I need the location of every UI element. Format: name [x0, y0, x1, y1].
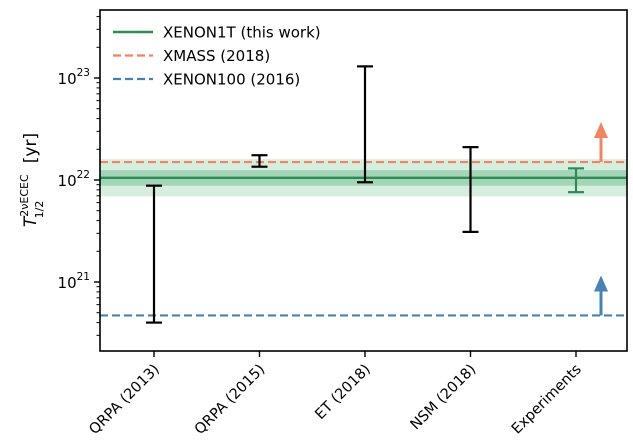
legend-label: XENON1T (this work)	[163, 24, 321, 42]
xenon1t-errorbar	[568, 167, 584, 194]
y-tick-base: 10	[58, 172, 77, 190]
limit-arrow-head	[594, 122, 608, 139]
legend-label: XMASS (2018)	[163, 47, 270, 65]
legend-entry-2: XENON100 (2016)	[113, 71, 300, 89]
y-tick-label: 1021	[58, 271, 90, 292]
theory-range-1	[251, 154, 268, 168]
x-tick-label: ET (2018)	[312, 362, 373, 423]
limit-arrow-1	[594, 275, 608, 316]
y-axis-label: T2νECEC 1/2 [yr]	[18, 133, 46, 227]
theory-range-0	[146, 184, 162, 324]
y-tick-exp: 23	[77, 67, 90, 79]
y-tick-exp: 22	[77, 169, 90, 181]
legend-label: XENON100 (2016)	[163, 71, 300, 89]
x-tick-label: Experiments	[509, 362, 585, 438]
limit-arrow-0	[594, 122, 608, 163]
y-axis-label-text: T2νECEC 1/2 [yr]	[18, 133, 46, 227]
x-axis: QRPA (2013) QRPA (2015) ET (2018) NSM (2018…	[86, 351, 585, 438]
y-tick-base: 10	[58, 70, 77, 88]
limit-arrows	[594, 122, 608, 316]
limit-arrow-head	[594, 275, 608, 292]
y-label-main: T	[21, 215, 41, 227]
legend-entry-1: XMASS (2018)	[113, 47, 270, 65]
x-tick-label: NSM (2018)	[408, 362, 480, 434]
y-tick-base: 10	[58, 274, 77, 292]
theory-range-3	[462, 146, 479, 233]
y-tick-label: 1022	[58, 169, 90, 190]
y-label-unit: [yr]	[21, 133, 41, 169]
y-tick-exp: 21	[77, 271, 90, 283]
legend: XENON1T (this work) XMASS (2018) XENON100 …	[113, 24, 321, 89]
x-tick-label: QRPA (2013)	[86, 362, 162, 438]
y-tick-label: 1023	[58, 67, 90, 88]
legend-entry-0: XENON1T (this work)	[113, 24, 321, 42]
x-tick-label: QRPA (2015)	[192, 362, 268, 438]
limit-lines	[100, 160, 627, 317]
theory-range-2	[357, 65, 373, 184]
y-label-sup: 2νECEC	[18, 174, 31, 217]
y-label-sub: 1/2	[33, 201, 46, 219]
error-bars	[146, 65, 584, 324]
